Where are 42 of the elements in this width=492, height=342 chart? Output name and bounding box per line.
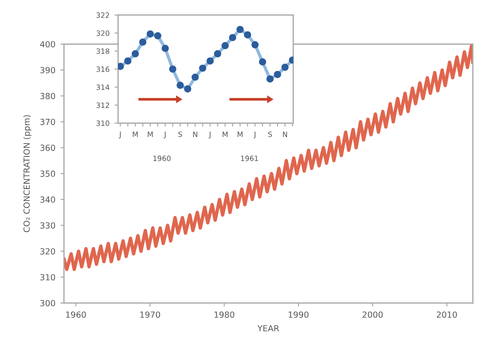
point — [199, 64, 206, 72]
y-tick-label: 390 — [40, 66, 56, 74]
point — [214, 50, 222, 58]
point — [169, 65, 176, 73]
point — [236, 26, 244, 34]
point — [146, 30, 154, 38]
point — [251, 41, 259, 48]
y-tick-label: 310 — [40, 274, 56, 280]
point — [192, 74, 199, 81]
point — [258, 58, 266, 66]
y-axis-title: CO₂ CONCENTRATION (ppm) — [23, 115, 32, 232]
point — [124, 57, 132, 65]
point — [274, 70, 282, 78]
y-tick-label: 340 — [40, 196, 56, 203]
y-tick-label: 350 — [40, 170, 56, 177]
y-tick-label: 380 — [40, 92, 56, 100]
point — [139, 38, 146, 46]
point — [228, 34, 236, 42]
y-tick-label: 370 — [40, 118, 56, 126]
point — [222, 42, 229, 50]
x-tick-label: 1960 — [66, 311, 86, 318]
y-tick-label: 400 — [40, 41, 56, 48]
x-axis-title: YEAR — [257, 325, 280, 332]
y-tick-label: 300 — [40, 300, 56, 306]
point — [162, 44, 169, 52]
point — [118, 62, 124, 70]
point — [176, 82, 184, 89]
point — [244, 31, 252, 38]
x-tick-label: 2010 — [436, 311, 457, 318]
point — [266, 75, 274, 83]
point — [184, 85, 192, 93]
x-tick-label: 1990 — [288, 311, 308, 318]
point — [154, 32, 162, 40]
point — [281, 64, 289, 71]
y-tick-label: 320 — [40, 248, 56, 255]
point — [206, 57, 214, 65]
y-tick-label: 360 — [40, 144, 56, 151]
point — [132, 50, 139, 58]
x-tick-label: 1980 — [214, 311, 234, 318]
x-tick-label: 2000 — [362, 311, 383, 318]
x-tick-label: 1970 — [140, 311, 160, 318]
y-tick-label: 330 — [40, 222, 56, 229]
